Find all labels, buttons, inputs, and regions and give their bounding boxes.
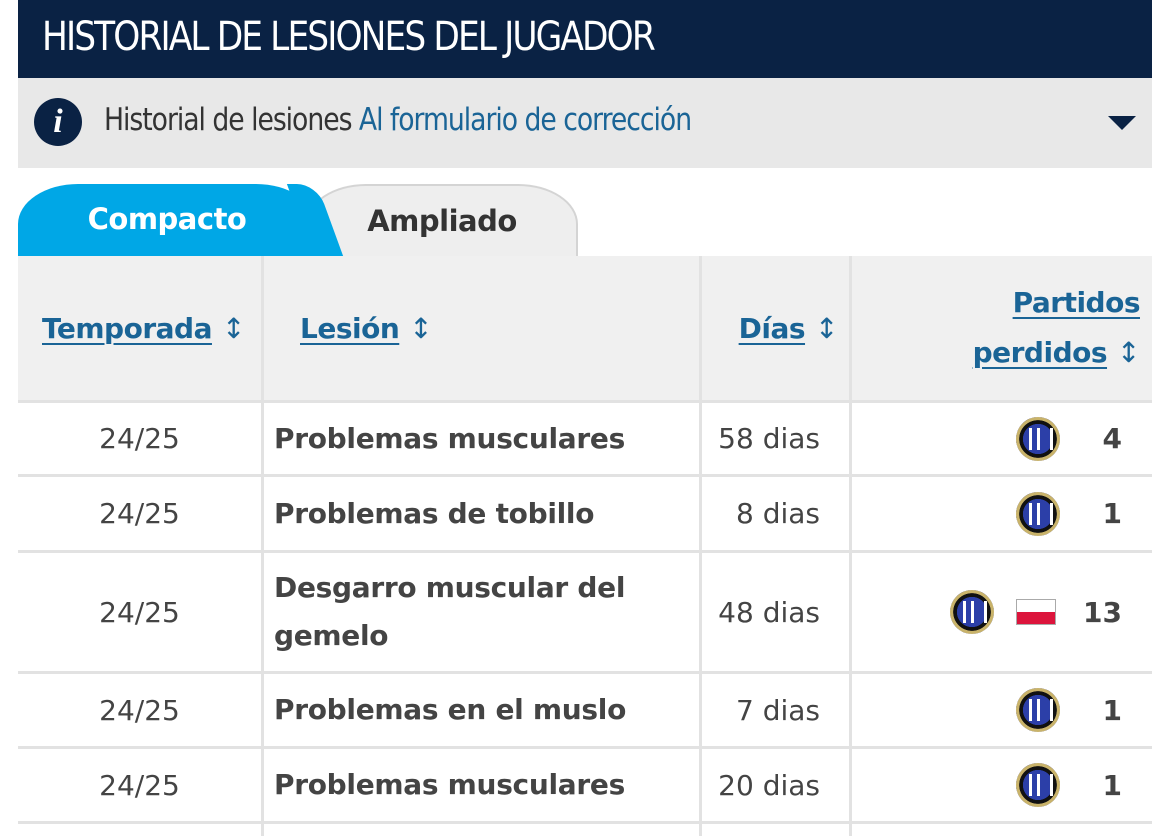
inter-crest-icon[interactable]: [1016, 763, 1060, 807]
poland-flag-icon: [1016, 599, 1056, 625]
games-missed-cell: 4: [1102, 422, 1122, 455]
info-label: Historial de lesiones: [104, 102, 352, 138]
info-icon[interactable]: i: [34, 98, 82, 146]
column-divider: [699, 553, 702, 671]
column-divider: [849, 824, 852, 836]
tab-compacto[interactable]: Compacto: [18, 184, 316, 256]
row-divider: [18, 746, 1152, 749]
sort-icon: ↕: [1117, 336, 1140, 369]
column-header-lesion[interactable]: Lesión ↕: [300, 256, 700, 400]
injury-cell: Problemas musculares: [274, 768, 625, 801]
column-divider: [699, 749, 702, 821]
season-cell: 24/25: [99, 768, 180, 802]
games-missed-cell: 13: [1083, 595, 1122, 629]
info-text: Historial de lesiones Al formulario de c…: [104, 102, 692, 138]
inter-crest-icon[interactable]: [1016, 416, 1060, 461]
days-cell: 48 dias: [718, 595, 820, 629]
season-cell: 24/25: [99, 595, 180, 629]
column-divider: [699, 403, 702, 474]
injury-history-widget: HISTORIAL DE LESIONES DEL JUGADOR i Hist…: [18, 0, 1152, 836]
sort-icon: ↕: [409, 311, 433, 345]
temporada-header-label: Temporada: [42, 311, 212, 345]
sort-icon: ↕: [221, 311, 245, 345]
column-divider: [849, 553, 852, 671]
days-cell: 7 dias: [735, 693, 820, 727]
column-divider: [849, 256, 852, 400]
games-missed-cell: 1: [1102, 497, 1122, 530]
partidos-header-line1: Partidos: [1012, 286, 1141, 319]
widget-header: HISTORIAL DE LESIONES DEL JUGADOR: [18, 0, 1152, 78]
tab-ampliado[interactable]: Ampliado: [306, 184, 578, 256]
injury-cell: Problemas en el muslo: [274, 693, 626, 726]
games-missed-cell: 1: [1102, 693, 1122, 727]
table-row: 24/25 Problemas musculares 20 dias 1: [18, 749, 1152, 821]
injury-cell: Problemas de tobillo: [274, 496, 595, 530]
season-cell: 24/25: [99, 693, 180, 727]
lesion-header-label: Lesión: [300, 311, 400, 345]
injury-text-line2: gemelo: [274, 619, 389, 652]
column-divider: [849, 403, 852, 474]
row-divider: [18, 550, 1152, 553]
games-missed-cell: 1: [1102, 768, 1122, 802]
correction-form-link[interactable]: Al formulario de corrección: [358, 102, 692, 138]
page-margin-left: [0, 0, 18, 836]
column-divider: [699, 477, 702, 550]
column-divider: [261, 477, 264, 550]
season-cell: 24/25: [99, 497, 180, 530]
inter-crest-icon[interactable]: [950, 590, 994, 634]
sort-icon: ↕: [815, 311, 838, 345]
column-header-partidos-perdidos[interactable]: Partidos perdidos ↕: [854, 256, 1141, 400]
dias-header-label: Días: [738, 311, 806, 345]
table-row: 24/25 Desgarro muscular del gemelo 48 dia…: [18, 553, 1152, 671]
inter-crest-icon[interactable]: [1016, 491, 1060, 536]
column-divider: [261, 674, 264, 746]
column-divider: [699, 674, 702, 746]
column-divider: [261, 256, 264, 400]
table-row: 24/25 Problemas en el muslo 7 dias 1: [18, 674, 1152, 746]
days-cell: 58 dias: [718, 422, 820, 455]
days-cell: 20 dias: [718, 768, 820, 802]
table-row: [18, 824, 1152, 836]
injury-cell: Problemas musculares: [274, 421, 625, 455]
column-divider: [261, 824, 264, 836]
days-cell: 8 dias: [735, 497, 820, 530]
column-header-temporada[interactable]: Temporada ↕: [42, 256, 262, 400]
table-row: 24/25 Problemas musculares 58 dias 4: [18, 403, 1152, 474]
season-cell: 24/25: [99, 422, 180, 455]
column-divider: [261, 553, 264, 671]
view-tabs: Ampliado Compacto: [18, 168, 1152, 256]
column-header-dias[interactable]: Días ↕: [704, 256, 839, 400]
row-divider: [18, 400, 1152, 403]
column-divider: [699, 824, 702, 836]
tab-ampliado-label: Ampliado: [367, 204, 517, 238]
table-row: 24/25 Problemas de tobillo 8 dias 1: [18, 477, 1152, 550]
partidos-header-line2: perdidos: [972, 336, 1108, 369]
column-divider: [261, 403, 264, 474]
chevron-down-icon[interactable]: [1108, 116, 1136, 130]
column-divider: [849, 674, 852, 746]
column-divider: [849, 477, 852, 550]
row-divider: [18, 474, 1152, 477]
row-divider: [18, 821, 1152, 824]
inter-crest-icon[interactable]: [1016, 688, 1060, 732]
injury-text-line1: Desgarro muscular del: [274, 571, 626, 604]
page-margin-right: [1152, 0, 1169, 836]
injury-cell: Desgarro muscular del gemelo: [274, 553, 694, 671]
table-header-row: Temporada ↕ Lesión ↕ Días ↕ Partidos perdido…: [18, 256, 1152, 400]
widget-title: HISTORIAL DE LESIONES DEL JUGADOR: [42, 14, 656, 60]
row-divider: [18, 671, 1152, 674]
info-bar[interactable]: i Historial de lesiones Al formulario de…: [18, 78, 1152, 168]
column-divider: [261, 749, 264, 821]
column-divider: [849, 749, 852, 821]
column-divider: [699, 256, 702, 400]
tab-compacto-label: Compacto: [87, 202, 247, 236]
